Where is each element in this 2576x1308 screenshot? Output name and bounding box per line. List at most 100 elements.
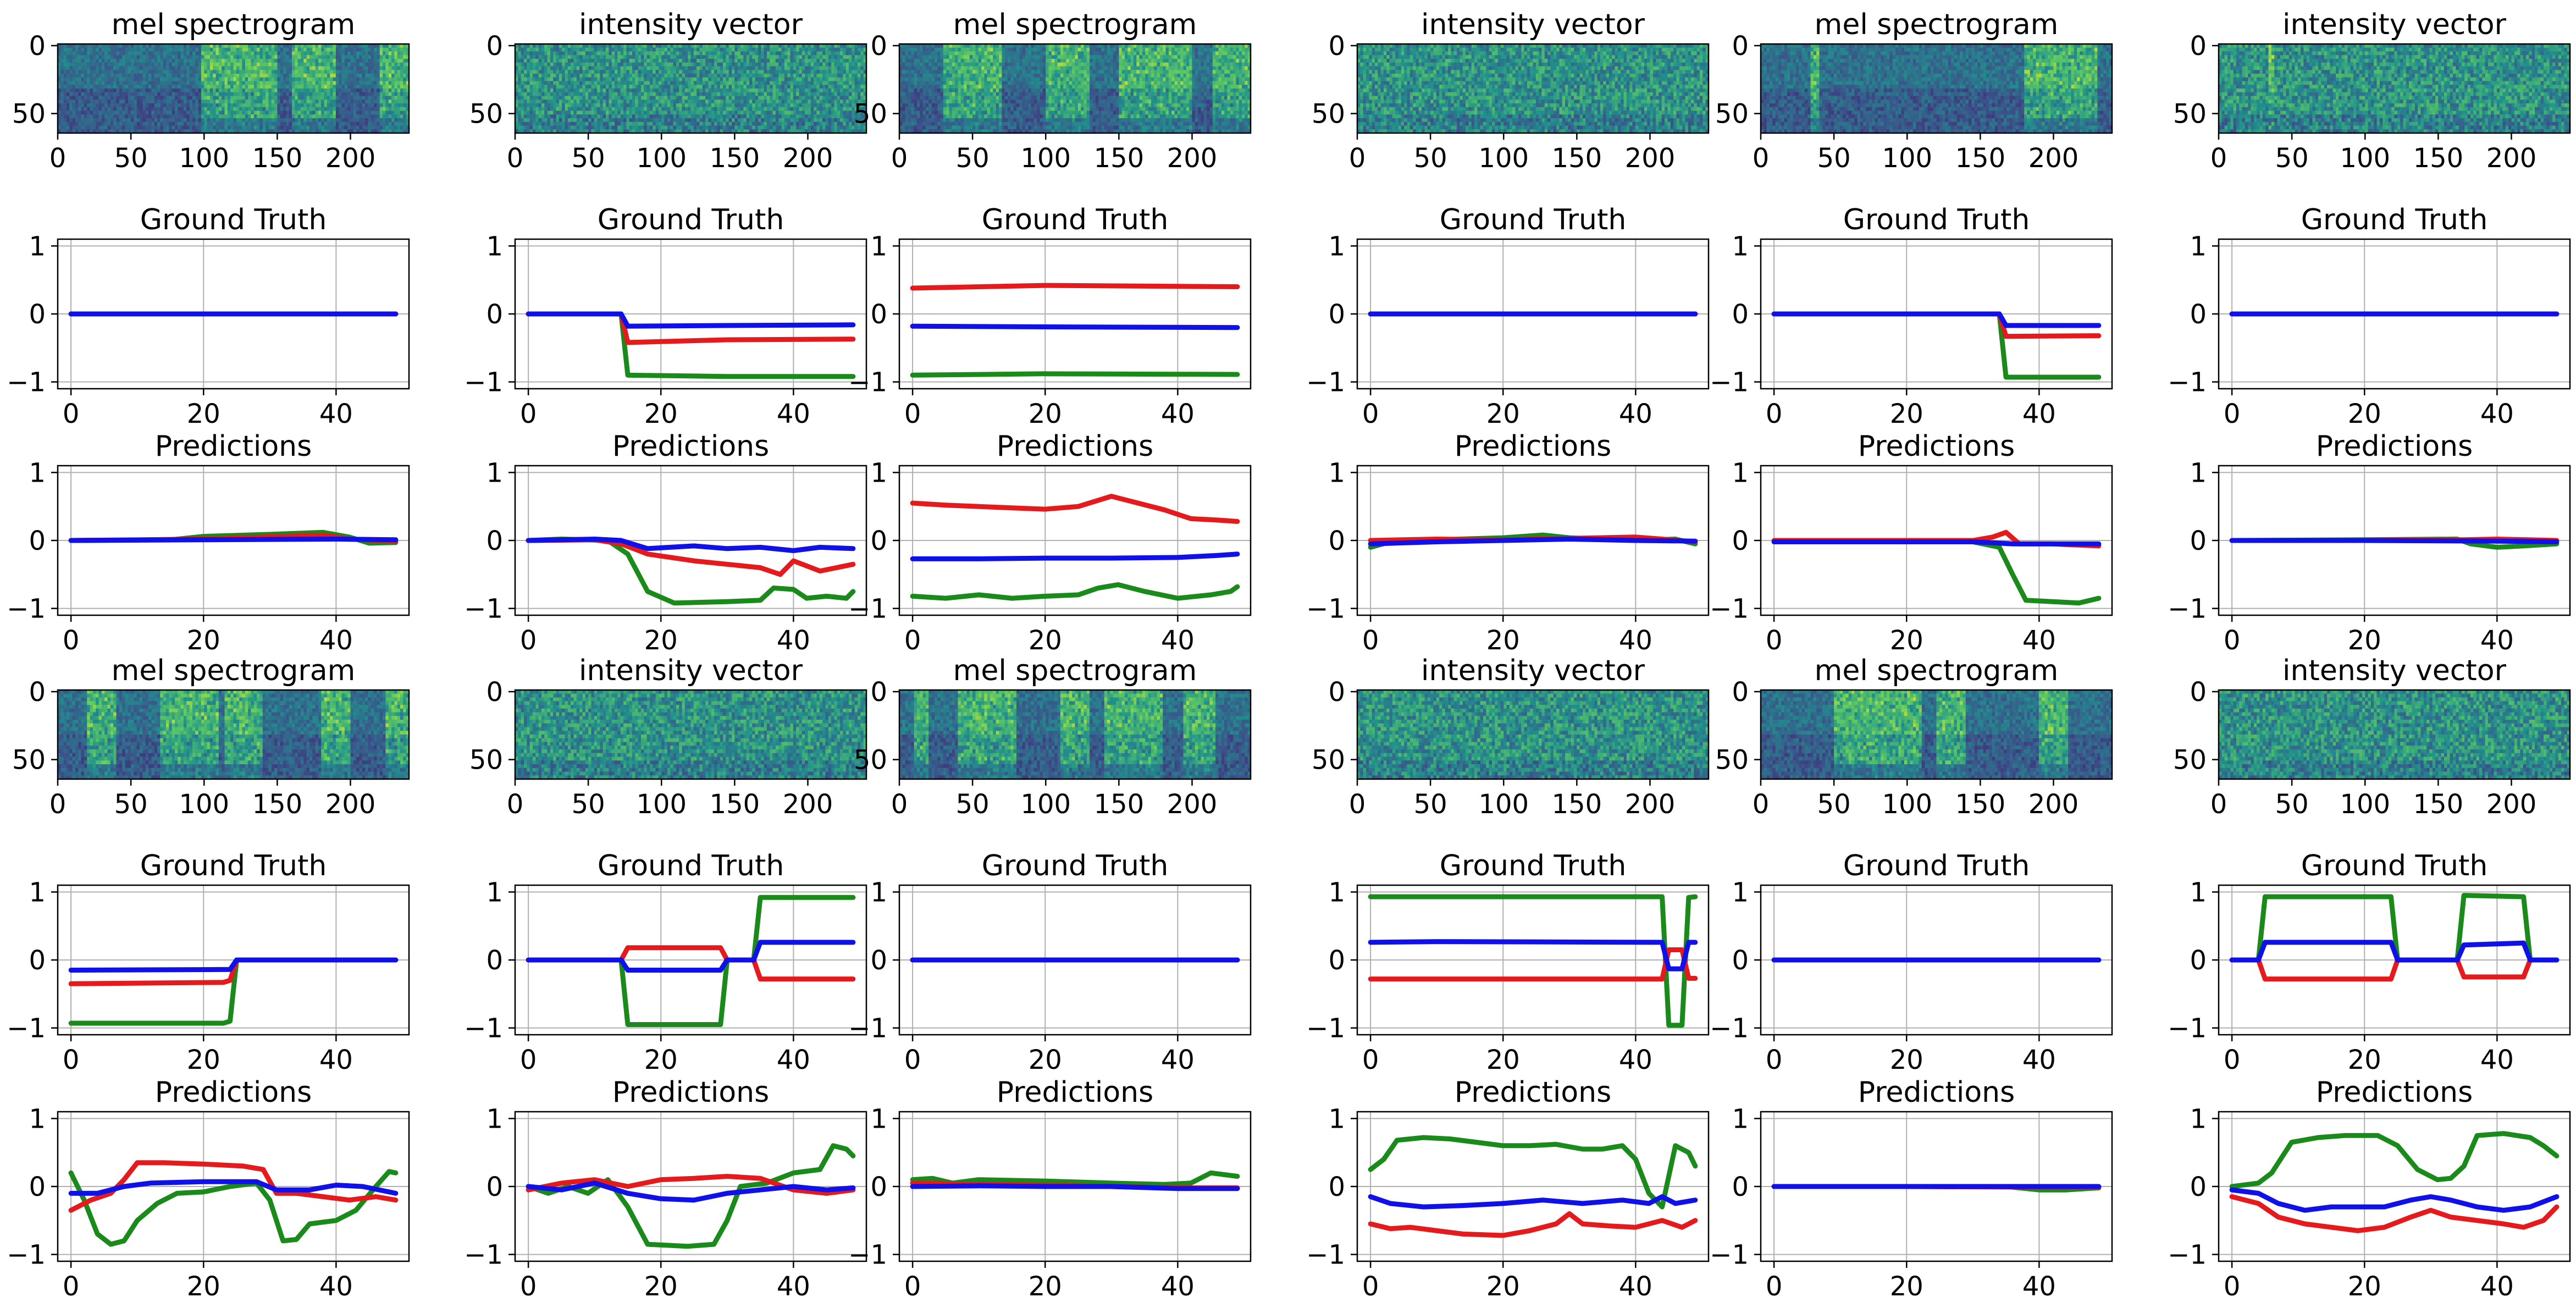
heatmap-cell <box>747 85 750 89</box>
heatmap-cell <box>242 103 245 107</box>
heatmap-cell <box>295 92 298 96</box>
heatmap-cell <box>248 52 251 56</box>
heatmap-cell <box>303 126 307 130</box>
heatmap-cell <box>553 67 556 70</box>
heatmap-cell <box>852 81 855 85</box>
heatmap-cell <box>377 67 380 70</box>
heatmap-cell <box>656 103 659 107</box>
heatmap-cell <box>822 103 826 107</box>
heatmap-cell <box>316 74 319 78</box>
heatmap-cell <box>157 85 161 89</box>
heatmap-cell <box>186 122 190 126</box>
heatmap-cell <box>597 78 600 81</box>
heatmap-cell <box>137 48 140 52</box>
heatmap-cell <box>696 52 700 56</box>
heatmap-cell <box>711 92 715 96</box>
heatmap-cell <box>659 70 662 74</box>
heatmap-cell <box>577 103 580 107</box>
heatmap-cell <box>717 48 720 52</box>
heatmap-cell <box>163 78 167 81</box>
heatmap-cell <box>236 52 240 56</box>
heatmap-cell <box>816 81 820 85</box>
heatmap-cell <box>609 100 612 103</box>
heatmap-cell <box>820 78 823 81</box>
heatmap-cell <box>254 107 257 111</box>
heatmap-cell <box>198 114 202 118</box>
heatmap-cell <box>274 118 278 122</box>
heatmap-cell <box>339 78 342 81</box>
heatmap-cell <box>122 78 125 81</box>
heatmap-cell <box>403 126 406 130</box>
heatmap-cell <box>151 55 154 59</box>
heatmap-cell <box>606 63 609 67</box>
heatmap-cell <box>96 55 99 59</box>
heatmap-cell <box>559 67 562 70</box>
heatmap-cell <box>274 114 278 118</box>
heatmap-cell <box>588 103 592 107</box>
heatmap-cell <box>632 67 635 70</box>
heatmap-cell <box>676 81 679 85</box>
heatmap-cell <box>816 96 820 100</box>
heatmap-cell <box>743 100 747 103</box>
heatmap-cell <box>380 63 383 67</box>
heatmap-cell <box>166 111 169 115</box>
heatmap-cell <box>597 48 600 52</box>
heatmap-cell <box>216 100 219 103</box>
heatmap-cell <box>397 81 401 85</box>
heatmap-cell <box>257 55 260 59</box>
heatmap-cell <box>234 85 237 89</box>
heatmap-cell <box>219 111 222 115</box>
heatmap-cell <box>635 67 638 70</box>
heatmap-cell <box>119 55 123 59</box>
heatmap-cell <box>108 59 111 63</box>
heatmap-cell <box>259 59 263 63</box>
heatmap-cell <box>266 100 269 103</box>
heatmap-cell <box>362 55 366 59</box>
heatmap-cell <box>263 55 266 59</box>
heatmap-cell <box>825 89 828 92</box>
heatmap-cell <box>400 100 403 103</box>
heatmap-cell <box>805 74 808 78</box>
heatmap-cell <box>612 74 615 78</box>
heatmap-cell <box>805 59 808 63</box>
heatmap-cell <box>635 107 638 111</box>
heatmap-cell <box>673 67 677 70</box>
heatmap-cell <box>582 48 585 52</box>
heatmap-cell <box>385 74 389 78</box>
heatmap-cell <box>345 55 348 59</box>
heatmap-cell <box>696 74 700 78</box>
heatmap-cell <box>242 92 245 96</box>
heatmap-cell <box>336 55 339 59</box>
heatmap-cell <box>327 59 330 63</box>
heatmap-cell <box>365 92 368 96</box>
heatmap-cell <box>808 81 811 85</box>
heatmap-cell <box>591 67 594 70</box>
heatmap-cell <box>843 52 846 56</box>
heatmap-cell <box>840 59 843 63</box>
heatmap-cell <box>778 96 782 100</box>
heatmap-cell <box>157 96 161 100</box>
heatmap-cell <box>626 89 629 92</box>
heatmap-cell <box>178 70 181 74</box>
heatmap-cell <box>776 103 779 107</box>
heatmap-cell <box>544 70 548 74</box>
heatmap-cell <box>577 107 580 111</box>
heatmap-cell <box>591 96 594 100</box>
heatmap-cell <box>134 55 137 59</box>
heatmap-cell <box>178 81 181 85</box>
heatmap-cell <box>796 59 799 63</box>
heatmap-cell <box>371 122 374 126</box>
heatmap-cell <box>175 63 178 67</box>
heatmap-cell <box>307 55 310 59</box>
heatmap-cell <box>397 85 401 89</box>
heatmap-cell <box>632 59 635 63</box>
heatmap-cell <box>75 55 79 59</box>
heatmap-cell <box>383 70 386 74</box>
heatmap-cell <box>385 111 389 115</box>
heatmap-cell <box>321 126 324 130</box>
heatmap-cell <box>397 63 401 67</box>
heatmap-cell <box>641 96 644 100</box>
heatmap-cell <box>708 92 711 96</box>
heatmap-cell <box>585 100 589 103</box>
heatmap-cell <box>553 107 556 111</box>
